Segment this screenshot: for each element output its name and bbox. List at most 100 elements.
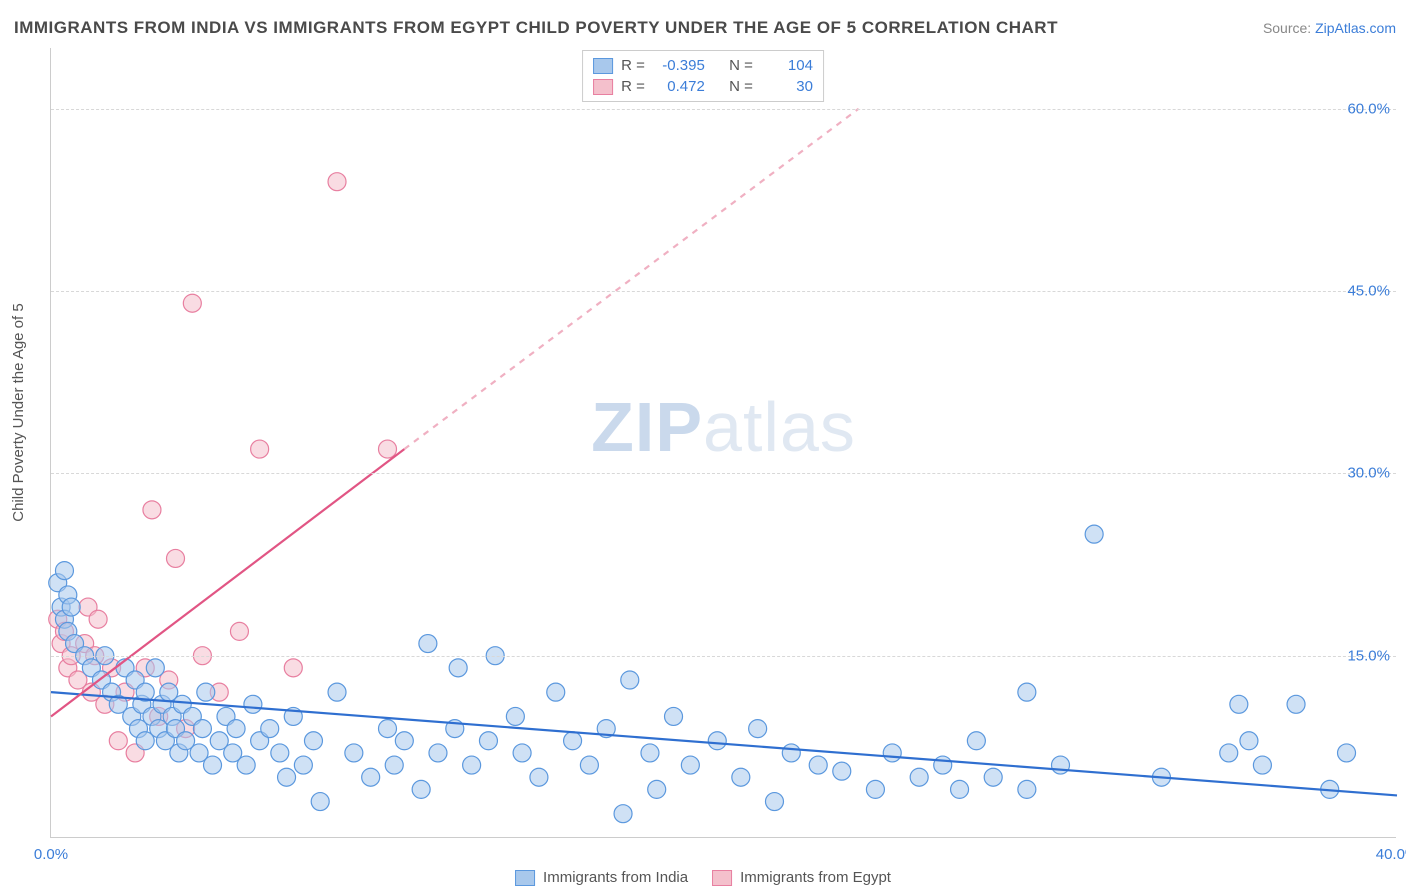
stat-n-value: 30 <box>761 78 813 95</box>
data-point <box>62 598 80 616</box>
y-tick-label: 45.0% <box>1347 283 1390 300</box>
legend-stats-box: R =-0.395 N =104R =0.472 N =30 <box>582 50 824 102</box>
y-tick-label: 30.0% <box>1347 465 1390 482</box>
data-point <box>1287 695 1305 713</box>
legend-swatch <box>593 58 613 74</box>
data-point <box>261 720 279 738</box>
data-point <box>395 732 413 750</box>
data-point <box>967 732 985 750</box>
data-point <box>379 720 397 738</box>
data-point <box>304 732 322 750</box>
data-point <box>648 780 666 798</box>
data-point <box>463 756 481 774</box>
data-point <box>530 768 548 786</box>
data-point <box>328 683 346 701</box>
chart-source: Source: ZipAtlas.com <box>1263 20 1396 36</box>
data-point <box>230 622 248 640</box>
data-point <box>580 756 598 774</box>
data-point <box>765 793 783 811</box>
data-point <box>614 805 632 823</box>
data-point <box>866 780 884 798</box>
legend-label: Immigrants from India <box>543 869 688 886</box>
legend-item: Immigrants from India <box>515 869 688 886</box>
data-point <box>910 768 928 786</box>
x-tick-label: 40.0% <box>1376 846 1406 863</box>
gridline <box>51 291 1396 292</box>
legend-item: Immigrants from Egypt <box>712 869 891 886</box>
data-point <box>809 756 827 774</box>
data-point <box>621 671 639 689</box>
legend-swatch <box>593 79 613 95</box>
gridline <box>51 473 1396 474</box>
gridline <box>51 656 1396 657</box>
legend-label: Immigrants from Egypt <box>740 869 891 886</box>
y-axis-label: Child Poverty Under the Age of 5 <box>10 303 27 521</box>
data-point <box>782 744 800 762</box>
plot-area: ZIPatlas 15.0%30.0%45.0%60.0%0.0%40.0% <box>50 48 1396 838</box>
data-point <box>681 756 699 774</box>
data-point <box>204 756 222 774</box>
source-link[interactable]: ZipAtlas.com <box>1315 20 1396 36</box>
data-point <box>449 659 467 677</box>
data-point <box>244 695 262 713</box>
data-point <box>513 744 531 762</box>
stat-n-label: N = <box>729 78 753 95</box>
data-point <box>479 732 497 750</box>
data-point <box>146 659 164 677</box>
data-point <box>284 659 302 677</box>
y-tick-label: 15.0% <box>1347 647 1390 664</box>
data-point <box>883 744 901 762</box>
data-point <box>1220 744 1238 762</box>
data-point <box>193 720 211 738</box>
data-point <box>419 635 437 653</box>
data-point <box>934 756 952 774</box>
data-point <box>833 762 851 780</box>
data-point <box>732 768 750 786</box>
data-point <box>1018 683 1036 701</box>
stat-r-label: R = <box>621 78 645 95</box>
source-label: Source: <box>1263 20 1311 36</box>
data-point <box>89 610 107 628</box>
data-point <box>984 768 1002 786</box>
data-point <box>278 768 296 786</box>
data-point <box>143 501 161 519</box>
trend-line-extension <box>404 109 858 449</box>
legend-swatch <box>712 870 732 886</box>
data-point <box>385 756 403 774</box>
data-point <box>271 744 289 762</box>
data-point <box>109 732 127 750</box>
x-tick-label: 0.0% <box>34 846 68 863</box>
data-point <box>311 793 329 811</box>
stat-n-value: 104 <box>761 57 813 74</box>
legend-stats-row: R =-0.395 N =104 <box>593 55 813 76</box>
data-point <box>749 720 767 738</box>
gridline <box>51 109 1396 110</box>
data-point <box>412 780 430 798</box>
data-point <box>1085 525 1103 543</box>
data-point <box>55 562 73 580</box>
plot-svg <box>51 48 1396 837</box>
data-point <box>362 768 380 786</box>
data-point <box>328 173 346 191</box>
data-point <box>1240 732 1258 750</box>
data-point <box>506 707 524 725</box>
data-point <box>227 720 245 738</box>
data-point <box>547 683 565 701</box>
data-point <box>708 732 726 750</box>
data-point <box>345 744 363 762</box>
chart-title: IMMIGRANTS FROM INDIA VS IMMIGRANTS FROM… <box>14 18 1058 38</box>
data-point <box>1230 695 1248 713</box>
data-point <box>1018 780 1036 798</box>
legend-swatch <box>515 870 535 886</box>
trend-line <box>51 449 404 716</box>
legend-stats-row: R = 0.472 N = 30 <box>593 76 813 97</box>
data-point <box>379 440 397 458</box>
data-point <box>564 732 582 750</box>
stat-r-value: 0.472 <box>653 78 705 95</box>
data-point <box>1253 756 1271 774</box>
data-point <box>665 707 683 725</box>
y-tick-label: 60.0% <box>1347 100 1390 117</box>
bottom-legend: Immigrants from India Immigrants from Egy… <box>515 869 891 886</box>
stat-r-label: R = <box>621 57 645 74</box>
data-point <box>294 756 312 774</box>
